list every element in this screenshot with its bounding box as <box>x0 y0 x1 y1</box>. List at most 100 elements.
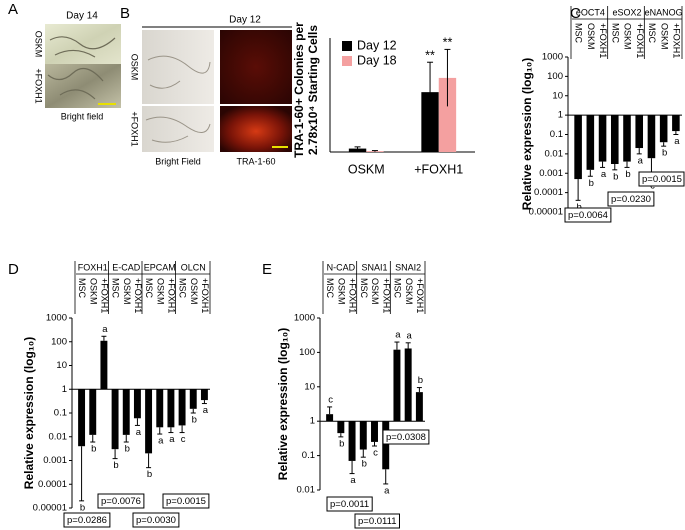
bar <box>415 392 423 422</box>
x-tick-label: +FOXH1 <box>167 278 177 313</box>
significance: ** <box>443 36 453 50</box>
bar <box>659 115 668 143</box>
bar <box>337 421 345 434</box>
bar <box>200 389 208 401</box>
bar <box>647 115 656 159</box>
y-axis-label: Relative expression (log₁₀) <box>22 337 36 489</box>
p-value-box <box>132 512 180 528</box>
x-tick-label: OSKM <box>122 278 132 305</box>
row-label: OSKM <box>34 31 44 58</box>
p-value-box <box>63 512 111 528</box>
p-value: p=0.0111 <box>358 516 396 527</box>
significance-letter: c <box>328 394 333 405</box>
x-tick-label: MSC <box>144 278 154 299</box>
y-tick-label: 0.001 <box>539 168 563 179</box>
significance-letter: b <box>418 375 423 386</box>
significance-letter: a <box>350 475 356 486</box>
p-value: p=0.0064 <box>568 210 608 221</box>
panel-label: E <box>262 261 272 278</box>
p-value: p=0.0015 <box>642 174 682 185</box>
significance-letter: b <box>576 202 581 213</box>
group-label: E-CAD <box>112 262 141 272</box>
bar <box>145 389 153 454</box>
group-label: FOXH1 <box>78 262 108 272</box>
p-value: p=0.0308 <box>386 432 426 443</box>
bar <box>359 421 367 450</box>
panel-label: B <box>120 5 130 22</box>
p-value-box <box>97 493 145 509</box>
x-tick-label: +FOXH1 <box>133 278 143 313</box>
y-tick-label: 0.00001 <box>33 503 67 514</box>
significance-letter: b <box>113 460 118 471</box>
group-label: N-CAD <box>327 262 356 272</box>
significance-letter: b <box>662 148 667 159</box>
bar <box>100 340 108 390</box>
bar <box>348 421 356 461</box>
bar <box>122 389 130 435</box>
y-axis-label: TRA-1-60+ Colonies per <box>292 22 306 158</box>
p-value: p=0.0230 <box>611 194 651 205</box>
y-axis-label: Relative expression (log₁₀) <box>520 58 534 210</box>
image-title: Day 14 <box>66 11 98 22</box>
x-tick-label: OSKM <box>155 278 165 305</box>
p-value-box <box>607 191 655 207</box>
bar <box>586 115 595 170</box>
image-caption: TRA-1-60 <box>236 156 275 166</box>
x-tick-label: OSKM <box>370 278 380 305</box>
y-tick-label: 0.0001 <box>534 187 563 198</box>
x-tick-label: +FOXH1 <box>100 278 110 313</box>
x-tick-label: OSKM <box>659 23 669 50</box>
image-caption: Bright Field <box>155 156 201 166</box>
significance-letter: a <box>601 169 607 180</box>
bar <box>382 421 390 470</box>
panel-label: C <box>570 5 581 22</box>
group-label: eNANOG <box>645 7 683 17</box>
y-tick-label: 1000 <box>542 52 563 63</box>
x-tick-label: MSC <box>393 278 403 299</box>
bar <box>393 349 401 422</box>
bar <box>404 348 412 422</box>
x-tick-label: OSKM <box>623 23 633 50</box>
significance-letter: b <box>80 502 85 513</box>
micrograph <box>142 30 214 104</box>
texture <box>145 55 211 143</box>
y-tick-label: 0.1 <box>54 408 67 419</box>
panel-label: A <box>8 1 18 18</box>
x-tick-label: MSC <box>359 278 369 299</box>
y-tick-label: 0.01 <box>297 485 316 496</box>
panel-label: D <box>8 261 19 278</box>
bar <box>598 115 607 162</box>
x-tick-label: MSC <box>610 23 620 44</box>
x-tick-label: OSKM <box>404 278 414 305</box>
significance-letter: a <box>395 330 401 341</box>
x-tick-label: +FOXH1 <box>672 23 682 58</box>
group-label: eOCT4 <box>576 7 605 17</box>
bar <box>178 389 186 426</box>
bar <box>672 115 680 132</box>
bar <box>438 77 457 152</box>
p-value-box <box>564 207 612 223</box>
texture <box>47 36 116 100</box>
bar <box>371 421 378 442</box>
y-axis-label: Relative expression (log₁₀) <box>276 328 290 480</box>
significance-letter: b <box>362 459 367 470</box>
y-tick-label: 0.0001 <box>38 479 67 490</box>
bar <box>635 115 644 149</box>
x-tick-label: +FOXH1 <box>415 278 425 313</box>
micrograph <box>220 106 292 152</box>
group-label: eSOX2 <box>612 7 641 17</box>
row-label: OSKM <box>130 54 140 81</box>
bar <box>167 389 175 428</box>
bar <box>78 389 86 447</box>
p-value: p=0.0076 <box>101 496 141 507</box>
legend-swatch <box>342 41 352 51</box>
bar <box>348 148 367 152</box>
x-tick-label: MSC <box>178 278 188 299</box>
significance-letter: b <box>147 469 152 480</box>
y-tick-label: 10 <box>304 381 315 392</box>
y-tick-label: 1000 <box>46 313 67 324</box>
significance-letter: a <box>638 155 644 166</box>
group-label: EPCAM <box>144 262 176 272</box>
x-tick-label: OSKM <box>348 162 385 176</box>
y-tick-label: 0.1 <box>302 450 315 461</box>
